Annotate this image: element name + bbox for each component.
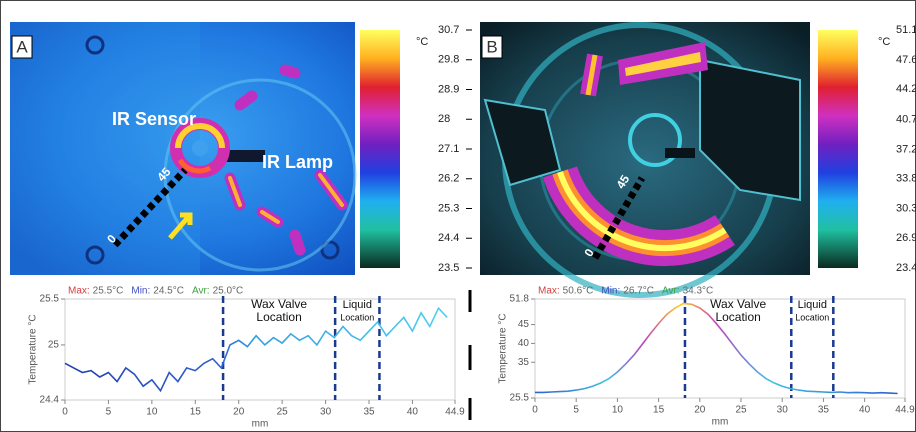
stat-value: 25.5°C (93, 286, 124, 297)
colorbar-tick-label: 29.8 (438, 54, 459, 66)
colorbar-tick-label: 47.6 (896, 54, 916, 66)
stat-value: 34.3°C (683, 286, 714, 297)
y-tick-label: 25.5 (40, 294, 60, 305)
x-tick-label: 10 (612, 405, 624, 416)
colorbar-tick-label: 30.7 (438, 24, 459, 36)
colorbar-tick-label: 23.5 (438, 262, 459, 274)
stat-value: 26.7°C (623, 286, 654, 297)
colorbar-tick-label: 26.9 (896, 232, 916, 244)
y-tick-label: 24.4 (40, 395, 60, 406)
y-tick-label: 40 (518, 338, 530, 349)
colorbar-tick-label: 26.2 (438, 173, 459, 185)
y-axis-label: Temperature °C (28, 314, 39, 384)
y-tick-label: 35 (518, 357, 530, 368)
thermal-image-a (10, 22, 357, 275)
colorbar (360, 30, 400, 268)
colorbar-tick-label: 40.7 (896, 113, 916, 125)
unit: °C (416, 36, 428, 48)
x-tick-label: 25 (735, 405, 747, 416)
colorbar-tick-label: 44.2 (896, 83, 916, 95)
y-tick-label: 25.5 (510, 393, 530, 404)
annotation: IR Sensor (112, 109, 196, 129)
y-axis-label: Temperature °C (498, 313, 509, 383)
y-tick-label: 51.8 (510, 294, 530, 305)
data-line (64, 306, 448, 393)
colorbar (818, 30, 858, 268)
region-label: Location (715, 310, 760, 324)
panel-label: A (16, 37, 28, 56)
x-tick-label: 44.9 (445, 407, 465, 418)
colorbar-tick-label: 37.2 (896, 143, 916, 155)
colorbar-tick-label: 24.4 (438, 232, 459, 244)
x-tick-label: 20 (694, 405, 706, 416)
colorbar-tick-label: 30.3 (896, 203, 916, 215)
region-label: Location (795, 312, 829, 322)
colorbar-tick-label: 27.1 (438, 143, 459, 155)
x-tick-label: 40 (407, 407, 419, 418)
region-label: Wax Valve (710, 297, 766, 311)
plot-area (64, 298, 456, 401)
x-tick-label: 15 (190, 407, 202, 418)
region-label: Location (256, 310, 301, 324)
colorbar-tick-label: 33.8 (896, 173, 916, 185)
region-label: Liquid (798, 299, 827, 311)
stat-label: Avr: (192, 286, 210, 297)
x-tick-label: 20 (233, 407, 245, 418)
plot-area (534, 298, 906, 399)
x-tick-label: 5 (573, 405, 579, 416)
stat-label: Max: (68, 286, 90, 297)
x-tick-label: 0 (532, 405, 538, 416)
x-tick-label: 25 (277, 407, 289, 418)
x-tick-label: 35 (818, 405, 830, 416)
colorbar-tick-label: 28 (438, 113, 450, 125)
stat-value: 50.6°C (563, 286, 594, 297)
region-label: Liquid (343, 299, 372, 311)
stat-label: Min: (601, 286, 620, 297)
y-tick-label: 45 (518, 319, 530, 330)
x-tick-label: 10 (146, 407, 158, 418)
stat-label: Avr: (662, 286, 680, 297)
stat-label: Min: (131, 286, 150, 297)
x-tick-label: 30 (320, 407, 332, 418)
stat-label: Max: (538, 286, 560, 297)
thermal-image-b (480, 22, 810, 298)
data-line (535, 302, 898, 395)
y-tick-label: 25 (48, 340, 60, 351)
x-axis-label: mm (712, 417, 729, 428)
x-tick-label: 44.9 (895, 405, 915, 416)
stat-value: 24.5°C (153, 286, 184, 297)
region-label: Wax Valve (251, 297, 307, 311)
x-tick-label: 30 (777, 405, 789, 416)
unit: °C (878, 36, 890, 48)
x-tick-label: 15 (653, 405, 665, 416)
panel-label: B (486, 37, 497, 56)
x-tick-label: 40 (859, 405, 871, 416)
colorbar-tick-label: 51.1 (896, 24, 916, 36)
x-tick-label: 5 (106, 407, 112, 418)
x-tick-label: 35 (363, 407, 375, 418)
region-label: Location (340, 312, 374, 322)
x-tick-label: 0 (62, 407, 68, 418)
colorbar-tick-label: 25.3 (438, 202, 459, 214)
stat-value: 25.0°C (213, 286, 244, 297)
x-axis-label: mm (252, 419, 269, 430)
colorbar-tick-label: 23.4 (896, 262, 916, 274)
annotation: IR Lamp (262, 152, 333, 172)
colorbar-tick-label: 28.9 (438, 83, 459, 95)
